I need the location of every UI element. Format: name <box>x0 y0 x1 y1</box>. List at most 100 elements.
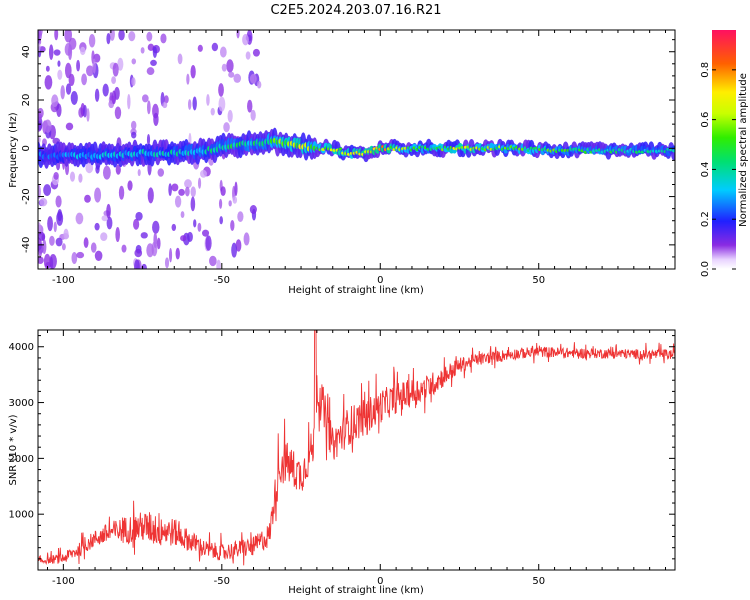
heat-cell <box>64 62 72 79</box>
heat-cell <box>38 231 46 241</box>
heat-cell <box>187 99 192 110</box>
heat-cell <box>45 65 50 72</box>
heat-cell <box>57 60 61 67</box>
heat-cell <box>232 196 238 204</box>
y-tick-label: 20 <box>21 94 32 107</box>
heat-cell <box>230 220 235 232</box>
heat-cell <box>247 99 253 113</box>
snr-xlabel: Height of straight line (km) <box>288 585 424 596</box>
heat-cell <box>82 104 87 118</box>
heat-cell <box>227 109 233 123</box>
heat-cell <box>115 164 121 175</box>
heat-cell <box>228 200 232 207</box>
heat-cell <box>197 177 202 189</box>
heat-cell <box>146 243 154 258</box>
heat-cell <box>220 186 226 197</box>
heat-cell <box>228 71 235 78</box>
heat-cell <box>38 112 43 122</box>
heat-cell <box>150 59 157 67</box>
heat-cell <box>250 109 256 121</box>
y-tick-label: 2000 <box>9 454 34 465</box>
heat-cell <box>226 59 234 73</box>
heat-cell <box>231 242 238 258</box>
x-tick-label: 50 <box>532 275 545 286</box>
heat-cell <box>140 47 145 54</box>
heat-cell <box>205 235 212 251</box>
heat-cell <box>171 183 179 192</box>
heat-cell <box>133 218 140 230</box>
heat-cell <box>48 44 54 60</box>
chart-title: C2E5.2024.203.07.16.R21 <box>270 3 441 18</box>
snr-series <box>38 330 675 566</box>
heat-cell <box>206 94 210 106</box>
spectrogram-frame <box>37 29 676 270</box>
heat-cell <box>171 223 177 231</box>
heat-cell <box>90 242 97 253</box>
heat-cell <box>128 31 136 42</box>
heat-cell <box>65 83 72 95</box>
heat-cell <box>218 83 224 97</box>
heat-cell <box>92 58 96 74</box>
heat-cell <box>180 235 187 242</box>
heat-cell <box>94 187 102 203</box>
heat-cell <box>193 219 197 228</box>
x-tick-label: -50 <box>214 576 230 587</box>
heat-cell <box>83 237 89 248</box>
heat-cell <box>243 232 250 246</box>
colorbar-tick-label: 0.0 <box>700 261 711 277</box>
heat-cell <box>242 33 249 46</box>
colorbar-gradient <box>712 30 736 269</box>
y-tick-label: 0 <box>21 145 32 151</box>
heat-cell <box>38 249 42 257</box>
heat-cell <box>175 247 180 260</box>
heat-cell <box>249 205 257 214</box>
heat-cell <box>162 101 168 109</box>
heat-cell <box>44 75 53 90</box>
heat-cell <box>118 185 125 200</box>
heat-cell <box>135 211 143 221</box>
colorbar-tick-label: 0.8 <box>700 62 711 78</box>
y-tick-label: -40 <box>21 237 32 253</box>
heat-cell <box>245 51 251 60</box>
heat-cell <box>197 222 202 232</box>
heat-cell <box>249 73 257 84</box>
heat-cell <box>101 215 109 222</box>
heat-cell <box>94 222 100 231</box>
heat-cell <box>152 220 160 234</box>
heat-cell <box>185 186 190 197</box>
heat-cell <box>53 49 61 56</box>
heat-cell <box>218 96 226 112</box>
heat-cell <box>94 88 100 102</box>
snr-ticks: -100 -50 0 50 1000 2000 3000 4000 <box>9 330 675 587</box>
heat-cell <box>210 107 215 116</box>
heat-cell <box>114 106 122 120</box>
heat-cell <box>38 221 41 232</box>
heat-cell <box>42 239 47 255</box>
heat-cell <box>57 208 63 222</box>
heat-cell <box>57 69 63 80</box>
heat-cell <box>130 120 137 130</box>
spectrogram-xlabel: Height of straight line (km) <box>288 285 424 296</box>
heat-cell <box>43 253 51 269</box>
heat-cell <box>184 179 192 189</box>
heat-cell <box>131 131 137 139</box>
heat-cell <box>121 244 127 253</box>
heat-cell <box>180 211 185 218</box>
heat-cell <box>190 186 196 198</box>
heat-cell <box>197 44 203 52</box>
colorbar: 0.0 0.2 0.4 0.6 0.8 Normalized spectral ampl… <box>700 30 749 277</box>
heat-cell <box>127 180 133 191</box>
snr-panel: -100 -50 0 50 1000 2000 3000 4000 Height of str… <box>8 329 676 596</box>
snr-line <box>38 330 675 566</box>
heat-cell <box>147 187 154 204</box>
heat-cell <box>134 248 143 258</box>
heat-cell <box>70 91 78 105</box>
heat-cell <box>147 100 151 115</box>
heat-cell <box>131 77 136 87</box>
x-tick-label: -50 <box>214 275 230 286</box>
colorbar-label: Normalized spectral amplitude <box>738 73 749 227</box>
heat-cell <box>117 57 124 71</box>
colorbar-tick-label: 0.4 <box>700 161 711 177</box>
heat-cell <box>152 46 158 58</box>
